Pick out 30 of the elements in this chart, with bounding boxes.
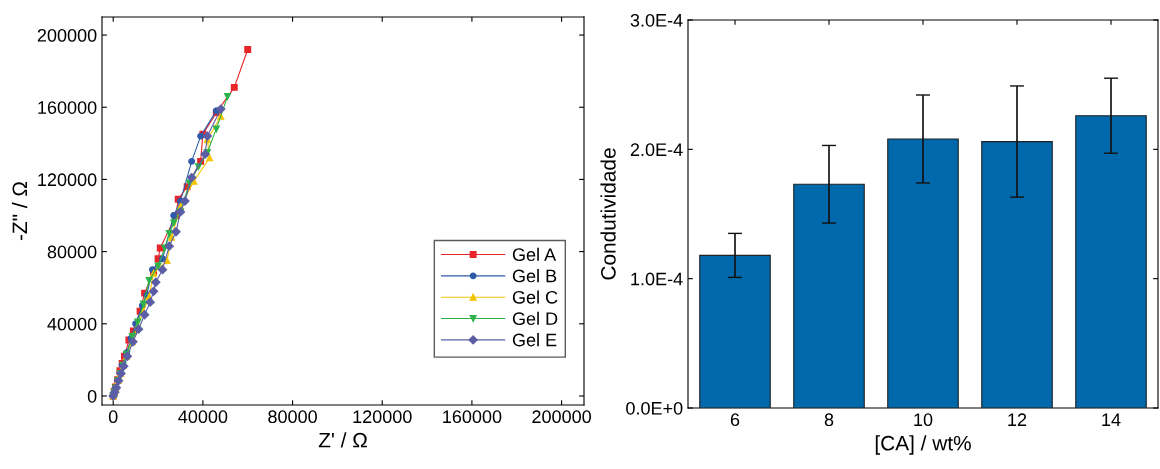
y-axis-title: -Z" / Ω [11, 181, 28, 241]
y-tick-label: 200000 [37, 28, 97, 42]
y-tick-label: 3.0E-4 [630, 13, 683, 27]
y-tick-label: 2.0E-4 [630, 143, 683, 157]
x-tick-label: 10 [914, 413, 933, 427]
y-tick-label: 0.0E+0 [626, 401, 683, 415]
x-tick-label: 200000 [532, 410, 591, 424]
legend-label: Gel E [512, 333, 557, 347]
y-tick-label: 160000 [38, 101, 97, 114]
x-tick-label: 14 [1102, 413, 1121, 426]
x-tick-label: 12 [1008, 413, 1027, 426]
y-tick-label: 1.0E-4 [631, 272, 683, 286]
x-tick-label: 8 [824, 413, 834, 427]
y-axis-title: Condutividade [600, 148, 616, 280]
y-tick-label: 80000 [47, 245, 97, 259]
legend-label: Gel C [512, 290, 558, 304]
x-tick-label: 120000 [353, 410, 412, 424]
x-tick-label: 40000 [178, 410, 228, 424]
x-tick-label: 6 [730, 413, 740, 427]
x-tick-label: 80000 [268, 410, 317, 424]
legend-label: Gel A [512, 247, 557, 261]
y-tick-label: 0 [87, 389, 97, 403]
legend-label: Gel B [512, 269, 557, 283]
x-tick-label: 160000 [443, 410, 502, 424]
y-tick-label: 40000 [47, 317, 97, 331]
x-axis-title: [CA] / wt% [875, 435, 971, 455]
x-tick-label: 0 [108, 410, 118, 424]
x-axis-title: Z' / Ω [318, 432, 367, 448]
legend-label: Gel D [512, 311, 558, 326]
y-tick-label: 120000 [38, 173, 97, 187]
